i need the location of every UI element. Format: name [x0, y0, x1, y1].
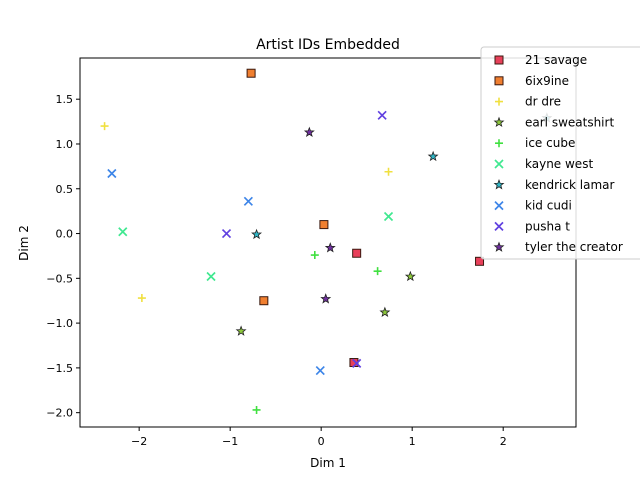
y-tick-label: −0.5 — [46, 272, 73, 285]
x-tick-label: 1 — [409, 435, 416, 448]
legend: 21 savage 6ix9ine dr dre earl sweatshirt ice… — [480, 46, 640, 260]
x-tick-label: 0 — [318, 435, 325, 448]
legend-label: kendrick lamar — [525, 178, 614, 192]
data-point — [383, 211, 394, 222]
data-point — [379, 306, 391, 318]
data-point — [303, 126, 315, 137]
y-axis: −2.0 −1.5 −1.0 −0.5 0.0 0.5 1.0 1.5 — [46, 93, 80, 420]
legend-item: pusha t — [494, 219, 570, 233]
legend-label: ice cube — [525, 136, 575, 150]
legend-label: earl sweatshirt — [525, 115, 614, 129]
y-axis-label: Dim 2 — [17, 225, 31, 261]
data-point — [246, 68, 256, 78]
data-point — [118, 227, 128, 237]
x-axis: −2 −1 0 1 2 — [131, 427, 507, 448]
data-point — [377, 110, 387, 120]
data-point — [259, 296, 269, 306]
legend-item: kid cudi — [494, 199, 572, 213]
legend-box — [480, 46, 640, 260]
legend-item: earl sweatshirt — [493, 115, 614, 129]
legend-label: pusha t — [525, 219, 570, 233]
legend-item: dr dre — [495, 95, 561, 109]
data-point — [100, 122, 109, 131]
x-tick-label: −2 — [131, 435, 147, 448]
legend-label: kayne west — [525, 157, 593, 171]
data-point — [235, 325, 247, 336]
x-tick-label: 2 — [500, 435, 507, 448]
data-point — [427, 150, 439, 162]
y-tick-label: 1.0 — [56, 138, 74, 151]
data-point — [352, 358, 362, 369]
data-point — [206, 271, 216, 282]
data-point — [352, 248, 362, 258]
y-tick-label: −1.5 — [46, 362, 73, 375]
legend-item: 21 savage — [494, 53, 587, 67]
data-point — [315, 365, 325, 376]
data-point — [251, 228, 263, 240]
legend-label: 6ix9ine — [525, 74, 569, 88]
y-tick-label: −1.0 — [46, 317, 73, 330]
y-tick-label: 1.5 — [56, 93, 74, 106]
data-point — [243, 196, 253, 206]
data-point — [320, 293, 332, 304]
y-tick-label: −2.0 — [46, 407, 73, 420]
data-point — [404, 270, 416, 282]
data-point — [475, 256, 485, 266]
data-point — [319, 220, 329, 230]
chart-title: Artist IDs Embedded — [256, 37, 400, 53]
data-point — [384, 167, 393, 176]
data-point — [107, 168, 117, 179]
data-point — [252, 405, 261, 414]
data-point — [137, 294, 146, 303]
legend-item: kendrick lamar — [493, 178, 614, 192]
legend-item: tyler the creator — [493, 240, 623, 254]
y-tick-label: 0.5 — [56, 183, 74, 196]
x-axis-label: Dim 1 — [310, 456, 346, 470]
legend-label: dr dre — [525, 95, 561, 109]
legend-label: 21 savage — [525, 53, 587, 67]
legend-item: 6ix9ine — [494, 74, 569, 88]
data-point — [324, 242, 336, 253]
legend-item: kayne west — [494, 157, 593, 171]
legend-label: tyler the creator — [525, 240, 623, 254]
data-point — [310, 251, 319, 260]
y-tick-label: 0.0 — [56, 228, 74, 241]
data-point — [221, 228, 232, 239]
legend-item: ice cube — [495, 136, 575, 150]
data-point — [373, 267, 382, 276]
legend-label: kid cudi — [525, 199, 572, 213]
x-tick-label: −1 — [222, 435, 238, 448]
